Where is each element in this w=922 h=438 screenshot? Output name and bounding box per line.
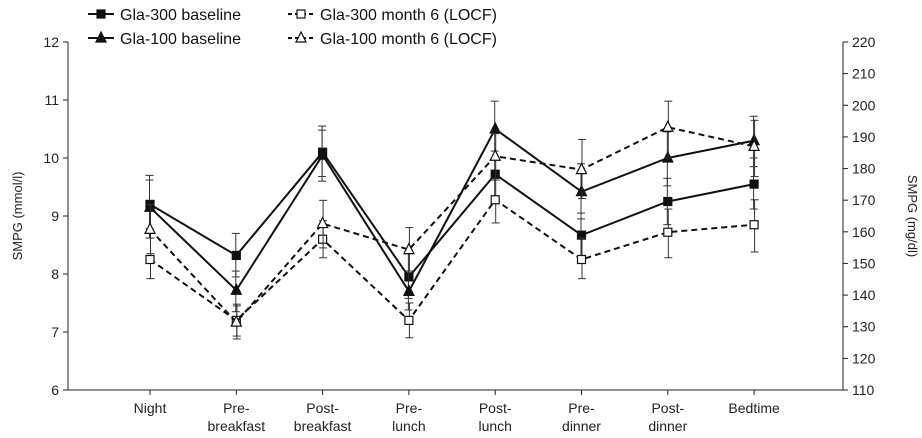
- y-right-tick-label: 190: [852, 129, 876, 145]
- y-left-tick-label: 8: [51, 266, 59, 282]
- x-tick-label: Post-breakfast: [294, 400, 352, 434]
- data-point: [749, 220, 759, 230]
- x-tick-label-line: dinner: [562, 418, 601, 434]
- x-tick-label: Night: [134, 400, 167, 416]
- data-point: [489, 121, 502, 134]
- x-tick-label-line: Post-: [306, 400, 339, 416]
- y-right-tick-label: 180: [852, 161, 876, 177]
- x-tick-label: Post-lunch: [478, 400, 511, 434]
- x-tick-label: Post-dinner: [648, 400, 687, 434]
- legend-marker: [95, 30, 107, 43]
- data-point: [144, 221, 156, 234]
- legend-label: Gla-300 month 6 (LOCF): [320, 7, 497, 24]
- legend: Gla-300 baseline Gla-300 month 6 (LOCF) Gl…: [88, 7, 497, 48]
- data-point: [404, 315, 414, 325]
- y-left-tick-label: 11: [44, 92, 59, 108]
- x-tick-label-line: Bedtime: [728, 400, 780, 416]
- y-left-tick-label: 10: [43, 150, 59, 166]
- x-tick-label-line: dinner: [648, 418, 687, 434]
- legend-label: Gla-300 baseline: [120, 7, 241, 24]
- data-point: [490, 195, 500, 205]
- legend-label: Gla-100 month 6 (LOCF): [320, 31, 497, 48]
- series-line: [149, 150, 755, 279]
- x-tick-label-line: Post-: [651, 400, 684, 416]
- y-left-tick-label: 7: [51, 324, 59, 340]
- legend-item-3: Gla-100 month 6 (LOCF): [288, 30, 497, 48]
- x-tick-label: Pre-dinner: [562, 400, 601, 434]
- data-point: [316, 147, 329, 160]
- x-tick-label-line: lunch: [478, 418, 511, 434]
- y-axis-left-title: SMPG (mmol/l): [10, 172, 25, 261]
- x-tick-label-line: lunch: [392, 418, 425, 434]
- legend-marker: [96, 9, 106, 19]
- y-right-tick-label: 120: [852, 350, 876, 366]
- x-tick-label: Pre-breakfast: [208, 400, 266, 434]
- y-right-tick-label: 150: [852, 255, 876, 271]
- data-point: [230, 314, 243, 327]
- x-tick-label-line: Night: [134, 400, 167, 416]
- y-axis-right-title: SMPG (mg/dl): [905, 175, 920, 257]
- y-left-tick-label: 9: [51, 208, 59, 224]
- x-tick-label-line: Pre-: [396, 400, 423, 416]
- legend-item-1: Gla-300 month 6 (LOCF): [288, 7, 497, 24]
- data-point: [575, 162, 588, 175]
- series-3: [144, 100, 761, 340]
- data-point: [661, 119, 674, 132]
- legend-marker: [295, 30, 307, 43]
- x-tick-label: Pre-lunch: [392, 400, 425, 434]
- data-point: [748, 139, 761, 151]
- data-point: [749, 179, 759, 189]
- data-point: [316, 216, 329, 229]
- x-tick-label-line: Pre-: [223, 400, 250, 416]
- x-tick-label-line: breakfast: [208, 418, 266, 434]
- series-line: [149, 127, 755, 294]
- data-point: [663, 227, 673, 237]
- x-tick-label: Bedtime: [728, 400, 780, 416]
- data-point: [145, 254, 155, 265]
- y-right-tick-label: 140: [852, 287, 876, 303]
- data-point: [402, 242, 415, 255]
- y-right-tick-label: 220: [852, 34, 876, 50]
- legend-item-2: Gla-100 baseline: [88, 30, 241, 48]
- y-right-tick-label: 110: [852, 382, 875, 398]
- y-right-tick-label: 200: [852, 97, 876, 113]
- series-line: [149, 126, 755, 324]
- x-tick-label-line: breakfast: [294, 418, 352, 434]
- x-tick-label-line: Post-: [479, 400, 512, 416]
- legend-item-0: Gla-300 baseline: [88, 7, 241, 24]
- data-point: [663, 196, 673, 207]
- y-left-tick-label: 12: [43, 34, 59, 50]
- y-right-tick-label: 210: [852, 66, 876, 82]
- series-line: [149, 198, 755, 322]
- y-left-tick-label: 6: [51, 382, 59, 398]
- data-point: [576, 254, 587, 265]
- data-point: [231, 250, 241, 261]
- x-tick-label-line: Pre-: [568, 400, 595, 416]
- y-right-tick-label: 170: [852, 192, 876, 208]
- data-point: [402, 284, 415, 296]
- y-right-tick-label: 130: [852, 319, 876, 335]
- data-point: [230, 282, 243, 295]
- y-right-tick-label: 160: [852, 224, 876, 240]
- legend-marker: [296, 9, 306, 19]
- series-layer: [144, 100, 761, 340]
- axes: 6 7 8 9 10 11 12 110 120 130 140 150 160 170 180 190 200…: [10, 34, 920, 434]
- data-point: [489, 148, 502, 161]
- legend-label: Gla-100 baseline: [120, 31, 241, 48]
